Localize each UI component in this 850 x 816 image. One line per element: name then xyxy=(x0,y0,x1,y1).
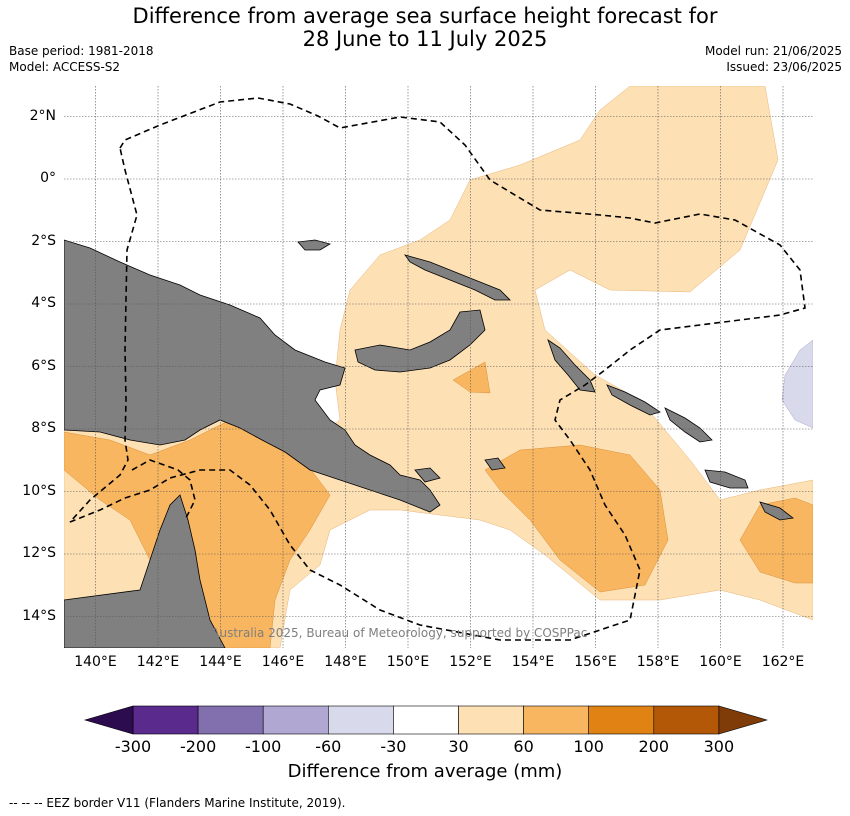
anomaly-region-60-100-east xyxy=(484,444,669,593)
colorbar-segment xyxy=(132,705,199,735)
model-run-label: Model run: 21/06/2025 xyxy=(704,44,842,58)
colorbar-tick-label: 200 xyxy=(638,737,670,756)
new-britain-island xyxy=(354,309,486,373)
base-period-label: Base period: 1981-2018 xyxy=(9,44,154,58)
chart-title-line1: Difference from average sea surface heig… xyxy=(132,4,718,28)
latitude-tick-label: 4°S xyxy=(31,295,56,311)
colorbar-tick-label: -300 xyxy=(114,737,152,756)
longitude-tick-label: 152°E xyxy=(449,654,492,670)
meta-right: Model run: 21/06/2025 Issued: 23/06/2025 xyxy=(705,43,842,75)
meta-left: Base period: 1981-2018 Model: ACCESS-S2 xyxy=(9,43,154,75)
longitude-tick-label: 148°E xyxy=(324,654,367,670)
anomaly-region-60-100-west xyxy=(64,419,331,648)
longitude-tick-label: 140°E xyxy=(74,654,117,670)
latitude-tick-label: 6°S xyxy=(31,357,56,374)
colorbar-tick-label: -100 xyxy=(245,737,282,756)
latitude-tick-label: 2°S xyxy=(31,232,56,249)
longitude-tick-label: 158°E xyxy=(636,654,680,670)
latitude-tick-label: 8°S xyxy=(31,420,56,436)
map-plot-area xyxy=(64,86,813,648)
model-label: Model: ACCESS-S2 xyxy=(9,60,121,74)
manus-island xyxy=(297,239,332,251)
guadalcanal-island xyxy=(704,469,749,489)
cape-york-peninsula xyxy=(64,494,226,648)
colorbar-segment xyxy=(523,705,589,735)
colorbar-segment xyxy=(588,705,655,735)
colorbar-segment xyxy=(458,705,524,735)
louisiade-islands xyxy=(484,457,506,471)
colorbar-segment xyxy=(327,705,394,735)
solomon-islands-central xyxy=(664,407,713,443)
latitude-tick-label: 14°S xyxy=(22,607,56,624)
eez-border-australia-png xyxy=(131,459,196,521)
colorbar-over-arrow xyxy=(718,705,768,735)
longitude-tick-label: 144°E xyxy=(199,654,242,670)
longitude-tick-label: 150°E xyxy=(386,654,430,670)
colorbar-tick-label: 30 xyxy=(448,737,469,756)
longitude-tick-label: 162°E xyxy=(761,654,805,670)
colorbar-tick-label: -60 xyxy=(315,737,342,756)
colorbar xyxy=(83,705,768,735)
anomaly-region-neg60-neg30 xyxy=(781,339,813,429)
new-ireland-island xyxy=(404,254,511,301)
colorbar-under-arrow xyxy=(83,705,134,735)
eez-footnote: -- -- -- EEZ border V11 (Flanders Marine… xyxy=(9,796,346,810)
colorbar-tick-label: 100 xyxy=(573,737,604,756)
colorbar-tick-label: -200 xyxy=(179,737,217,756)
eez-borders xyxy=(69,97,806,641)
solomon-islands-north xyxy=(606,384,661,416)
chart-title-line2: 28 June to 11 July 2025 xyxy=(302,27,548,51)
latitude-tick-label: 10°S xyxy=(22,482,56,499)
colorbar-tick-label: 60 xyxy=(513,737,534,756)
longitude-tick-label: 146°E xyxy=(261,654,305,670)
latitude-tick-label: 2°N xyxy=(29,107,56,124)
colorbar-tick-label: -30 xyxy=(380,737,407,756)
east-islands xyxy=(759,501,794,521)
colorbar-segment xyxy=(262,705,329,735)
anomaly-region-60-100-central xyxy=(452,361,491,394)
eez-border-png xyxy=(69,97,806,641)
copyright-notice: © Commonwealth of Australia 2025, Bureau… xyxy=(82,626,588,640)
bougainville-island xyxy=(547,339,596,393)
longitude-tick-label: 142°E xyxy=(136,654,180,670)
longitude-tick-label: 160°E xyxy=(699,654,742,670)
map-gridlines xyxy=(64,86,813,648)
latitude-tick-label: 0° xyxy=(40,170,56,186)
issued-label: Issued: 23/06/2025 xyxy=(726,60,842,74)
colorbar-segment xyxy=(653,705,720,735)
dentrecasteaux-islands xyxy=(414,467,441,483)
longitude-tick-label: 154°E xyxy=(511,654,555,670)
colorbar-tick-label: 300 xyxy=(703,737,735,756)
latitude-tick-label: 12°S xyxy=(22,545,56,561)
colorbar-title: Difference from average (mm) xyxy=(287,761,563,782)
colorbar-segment xyxy=(197,705,264,735)
longitude-tick-label: 156°E xyxy=(574,654,617,670)
colorbar-segment xyxy=(393,705,459,735)
